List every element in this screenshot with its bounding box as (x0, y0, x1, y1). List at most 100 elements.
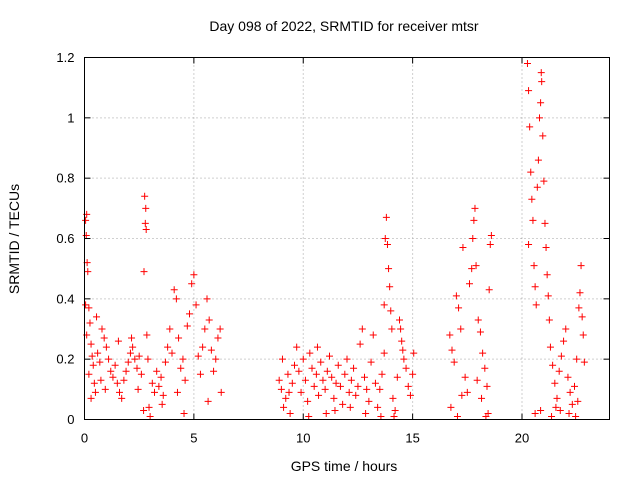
data-point (122, 367, 130, 375)
data-point (548, 412, 556, 420)
data-point (537, 69, 545, 77)
data-point (374, 403, 382, 411)
data-point (135, 352, 143, 360)
data-point (183, 322, 191, 330)
data-point (382, 213, 390, 221)
data-point (192, 301, 200, 309)
y-axis-label: SRMTID / TECUs (6, 184, 22, 294)
data-point (452, 292, 460, 300)
data-point (361, 373, 368, 381)
data-point (390, 412, 398, 420)
data-point (98, 325, 106, 333)
data-point (352, 391, 360, 399)
data-point (164, 343, 172, 351)
x-tick-label: 20 (515, 431, 529, 446)
data-point (566, 388, 574, 396)
data-point (284, 370, 292, 378)
data-point (137, 370, 145, 378)
data-point (142, 204, 150, 212)
data-point (84, 268, 92, 276)
y-tick-label: 0.6 (56, 231, 74, 246)
data-point (111, 361, 119, 369)
data-point (525, 241, 533, 249)
data-point (531, 283, 539, 291)
data-point (377, 412, 385, 420)
data-point (381, 235, 389, 242)
data-point (91, 388, 99, 396)
data-point (186, 310, 193, 318)
data-point (129, 343, 137, 351)
data-point (531, 409, 539, 417)
data-point (304, 397, 312, 405)
data-point (321, 385, 329, 393)
data-point (118, 394, 126, 402)
data-point (90, 379, 98, 387)
data-point (173, 388, 181, 396)
data-point (484, 409, 492, 417)
data-point (286, 409, 294, 417)
data-point (577, 262, 585, 270)
data-point (82, 301, 90, 309)
data-point (404, 382, 412, 390)
data-point (204, 397, 212, 405)
x-tick-label: 15 (405, 431, 419, 446)
data-point (305, 412, 313, 420)
data-point (385, 265, 393, 273)
data-point (365, 397, 373, 405)
data-point (124, 358, 132, 366)
data-point (568, 400, 576, 408)
data-point (560, 337, 568, 345)
data-point (175, 334, 183, 342)
data-point (134, 385, 142, 393)
data-point (538, 78, 546, 86)
data-point (131, 355, 139, 363)
data-point (363, 385, 371, 393)
data-point (346, 403, 354, 411)
data-point (474, 316, 482, 324)
data-point (580, 358, 588, 366)
data-point (297, 388, 305, 396)
data-point (116, 388, 123, 396)
data-point (378, 370, 386, 378)
data-point (546, 343, 554, 351)
data-point (301, 376, 309, 384)
chart-title: Day 098 of 2022, SRMTID for receiver mts… (209, 18, 479, 34)
data-point (537, 406, 545, 414)
data-point (537, 99, 545, 107)
data-point (383, 241, 391, 249)
data-point (358, 325, 366, 333)
data-point (161, 358, 169, 366)
data-point (203, 295, 211, 303)
data-point (166, 325, 174, 333)
data-point (288, 379, 296, 387)
data-point (453, 412, 461, 420)
data-point (389, 394, 397, 402)
data-point (371, 379, 379, 387)
data-point (177, 364, 185, 372)
data-point (549, 361, 557, 369)
data-point (446, 331, 454, 339)
data-point (140, 406, 148, 414)
data-point (556, 406, 564, 414)
data-point (308, 364, 316, 372)
data-point (457, 325, 465, 333)
axis-ticks: 0 0.2 0.4 0.6 0.8 1 1.2 0 5 10 15 20 (56, 50, 610, 446)
plot-frame (84, 57, 610, 420)
data-point (398, 337, 406, 345)
data-point (575, 304, 583, 312)
data-point (447, 403, 455, 411)
y-tick-label: 1 (67, 110, 74, 125)
data-point (458, 391, 466, 399)
data-point (388, 325, 396, 333)
data-point (144, 355, 152, 363)
data-point (525, 87, 533, 95)
data-point (469, 235, 477, 242)
data-point (400, 355, 408, 363)
data-point (212, 355, 220, 363)
x-tick-label: 0 (81, 431, 88, 446)
y-tick-label: 1.2 (56, 50, 74, 65)
data-point (87, 340, 95, 348)
data-point (207, 346, 215, 354)
data-point (369, 331, 377, 339)
